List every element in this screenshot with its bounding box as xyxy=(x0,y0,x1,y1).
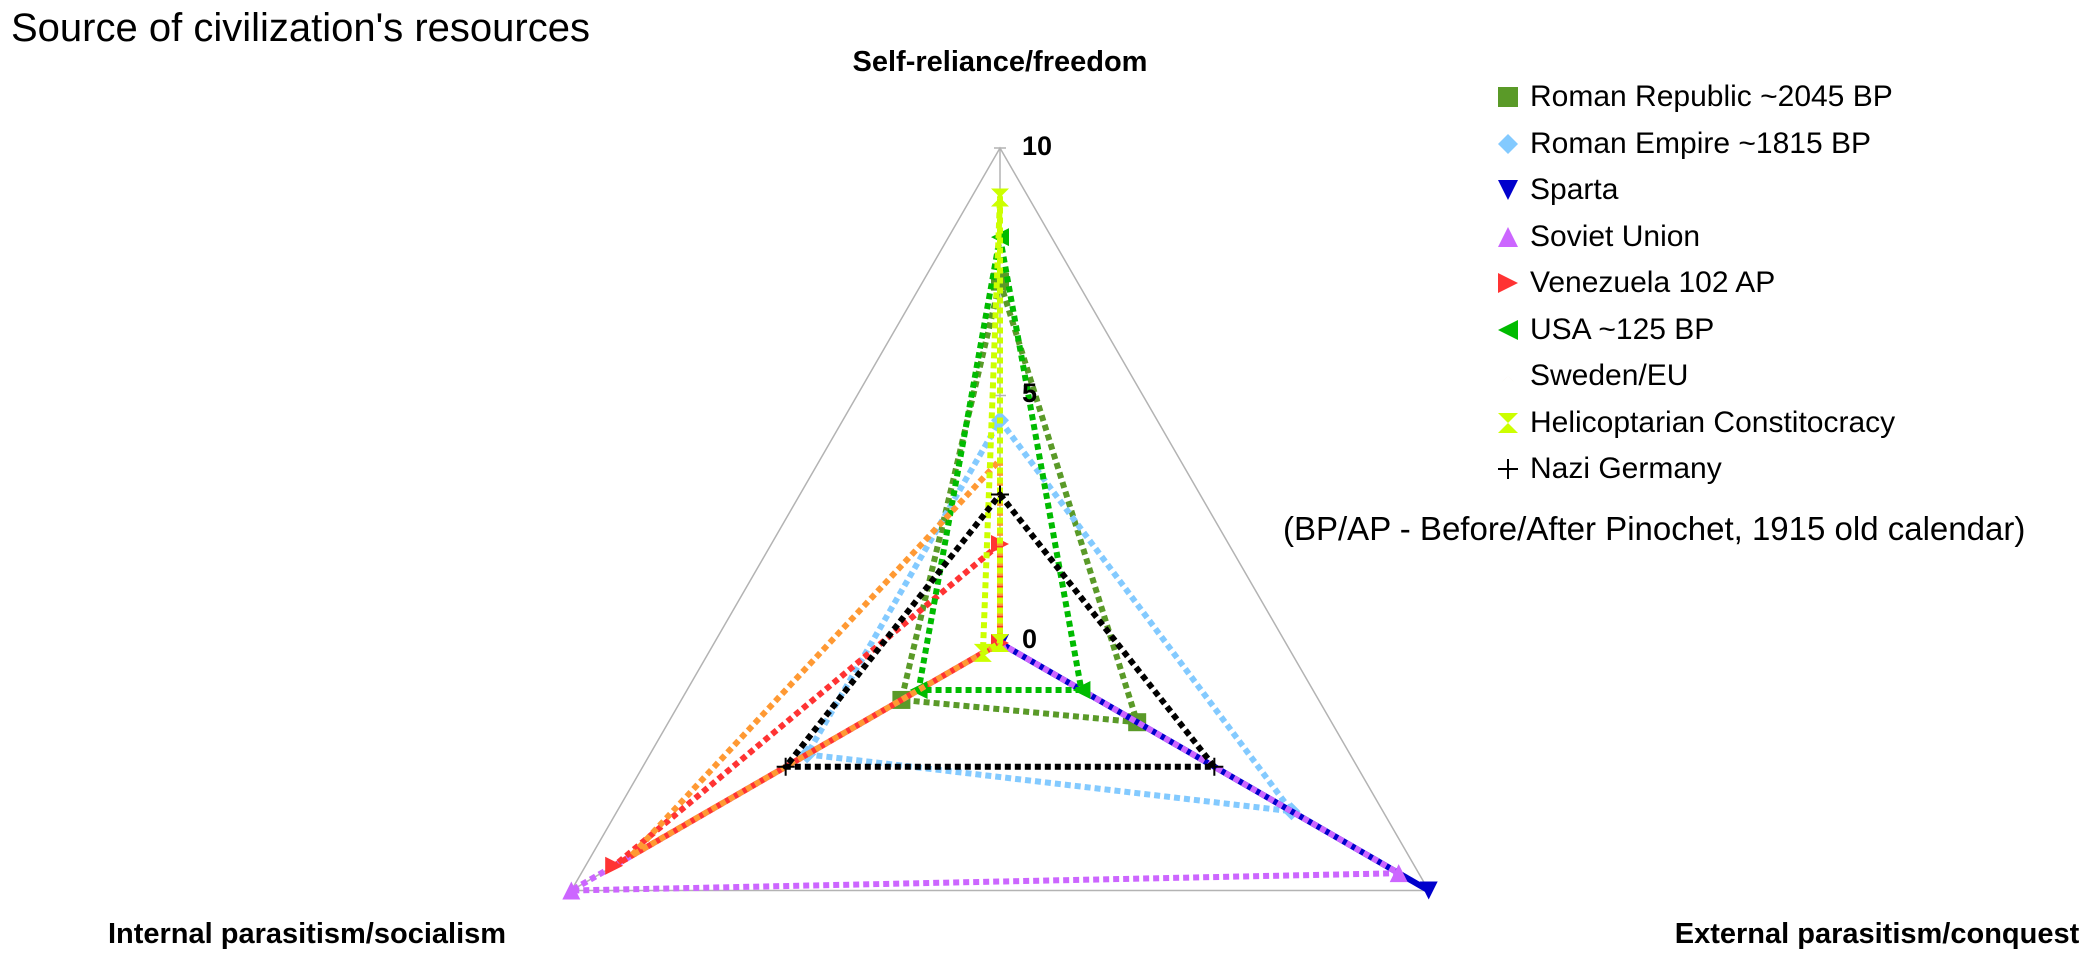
data-point xyxy=(1419,881,1438,900)
series-line xyxy=(898,278,1141,726)
calendar-note: (BP/AP - Before/After Pinochet, 1915 old… xyxy=(1283,510,2026,547)
chart-title: Source of civilization's resources xyxy=(11,6,590,50)
legend-marker-shape xyxy=(1498,226,1518,247)
data-point xyxy=(1389,864,1408,883)
tick-label-0: 0 xyxy=(1022,624,1038,654)
legend-item: Helicoptarian Constitocracy xyxy=(1494,400,1895,447)
tick-label-10: 10 xyxy=(1022,131,1053,161)
axis-label-self-reliance: Self-reliance/freedom xyxy=(852,46,1148,78)
legend-item: Roman Republic ~2045 BP xyxy=(1494,74,1895,121)
data-point xyxy=(776,757,795,776)
radar-series xyxy=(562,188,1438,900)
data-point xyxy=(991,188,1009,207)
legend-item: Sparta xyxy=(1494,167,1895,214)
legend-marker xyxy=(1498,226,1518,247)
data-point xyxy=(605,856,624,875)
data-point xyxy=(973,643,992,662)
data-point xyxy=(562,881,581,900)
series-0 xyxy=(892,272,1147,732)
axis-label-internal-parasitism: Internal parasitism/socialism xyxy=(107,918,507,950)
legend-label: Venezuela 102 AP xyxy=(1530,266,1776,300)
grid-outer-triangle xyxy=(570,146,1430,892)
data-point xyxy=(991,634,1009,652)
legend: Roman Republic ~2045 BP Roman Empire ~18… xyxy=(1494,74,1895,493)
series-line xyxy=(611,541,1003,869)
legend-marker xyxy=(1498,412,1518,433)
legend-marker xyxy=(1498,273,1518,294)
legend-marker xyxy=(1498,133,1518,154)
data-point xyxy=(1205,757,1224,776)
legend-marker-shape xyxy=(1498,412,1518,433)
data-point xyxy=(622,846,641,865)
legend-marker-shape xyxy=(1498,133,1518,154)
legend-label: Helicoptarian Constitocracy xyxy=(1530,405,1896,439)
series-line xyxy=(782,491,1218,770)
legend-label: Sweden/EU xyxy=(1530,359,1689,393)
legend-item: Roman Empire ~1815 BP xyxy=(1494,121,1895,168)
axis-label-external-parasitism: External parasitism/conquest xyxy=(1674,918,2080,950)
series-1 xyxy=(798,411,1301,821)
legend-marker-shape xyxy=(1498,366,1518,387)
legend-label: Sparta xyxy=(1530,173,1619,207)
data-point xyxy=(991,485,1009,504)
legend-marker-shape xyxy=(1498,459,1518,480)
tick-label-5: 5 xyxy=(1022,378,1038,408)
legend-item: Soviet Union xyxy=(1494,214,1895,261)
series-8 xyxy=(776,485,1224,776)
legend-marker-shape xyxy=(1498,319,1518,340)
legend-marker xyxy=(1498,180,1518,201)
legend-label: Soviet Union xyxy=(1530,219,1701,253)
legend-label: Nazi Germany xyxy=(1530,452,1722,486)
series-line xyxy=(804,417,1295,815)
legend-label: Roman Empire ~1815 BP xyxy=(1530,126,1872,160)
legend-item: Nazi Germany xyxy=(1494,446,1895,493)
legend-label: USA ~125 BP xyxy=(1530,312,1715,346)
legend-item: USA ~125 BP xyxy=(1494,307,1895,354)
legend-marker-shape xyxy=(1498,273,1518,294)
legend-marker xyxy=(1498,87,1518,108)
legend-item: Venezuela 102 AP xyxy=(1494,260,1895,307)
series-line xyxy=(915,234,1085,693)
legend-label: Roman Republic ~2045 BP xyxy=(1530,80,1893,114)
legend-marker xyxy=(1498,459,1518,480)
legend-marker xyxy=(1498,366,1518,387)
data-point xyxy=(1072,681,1091,700)
series-line xyxy=(979,194,1003,656)
legend-marker-shape xyxy=(1498,180,1518,201)
legend-marker xyxy=(1498,319,1518,340)
legend-item: Sweden/EU xyxy=(1494,353,1895,400)
series-7 xyxy=(973,188,1009,662)
legend-marker-shape xyxy=(1498,87,1518,108)
